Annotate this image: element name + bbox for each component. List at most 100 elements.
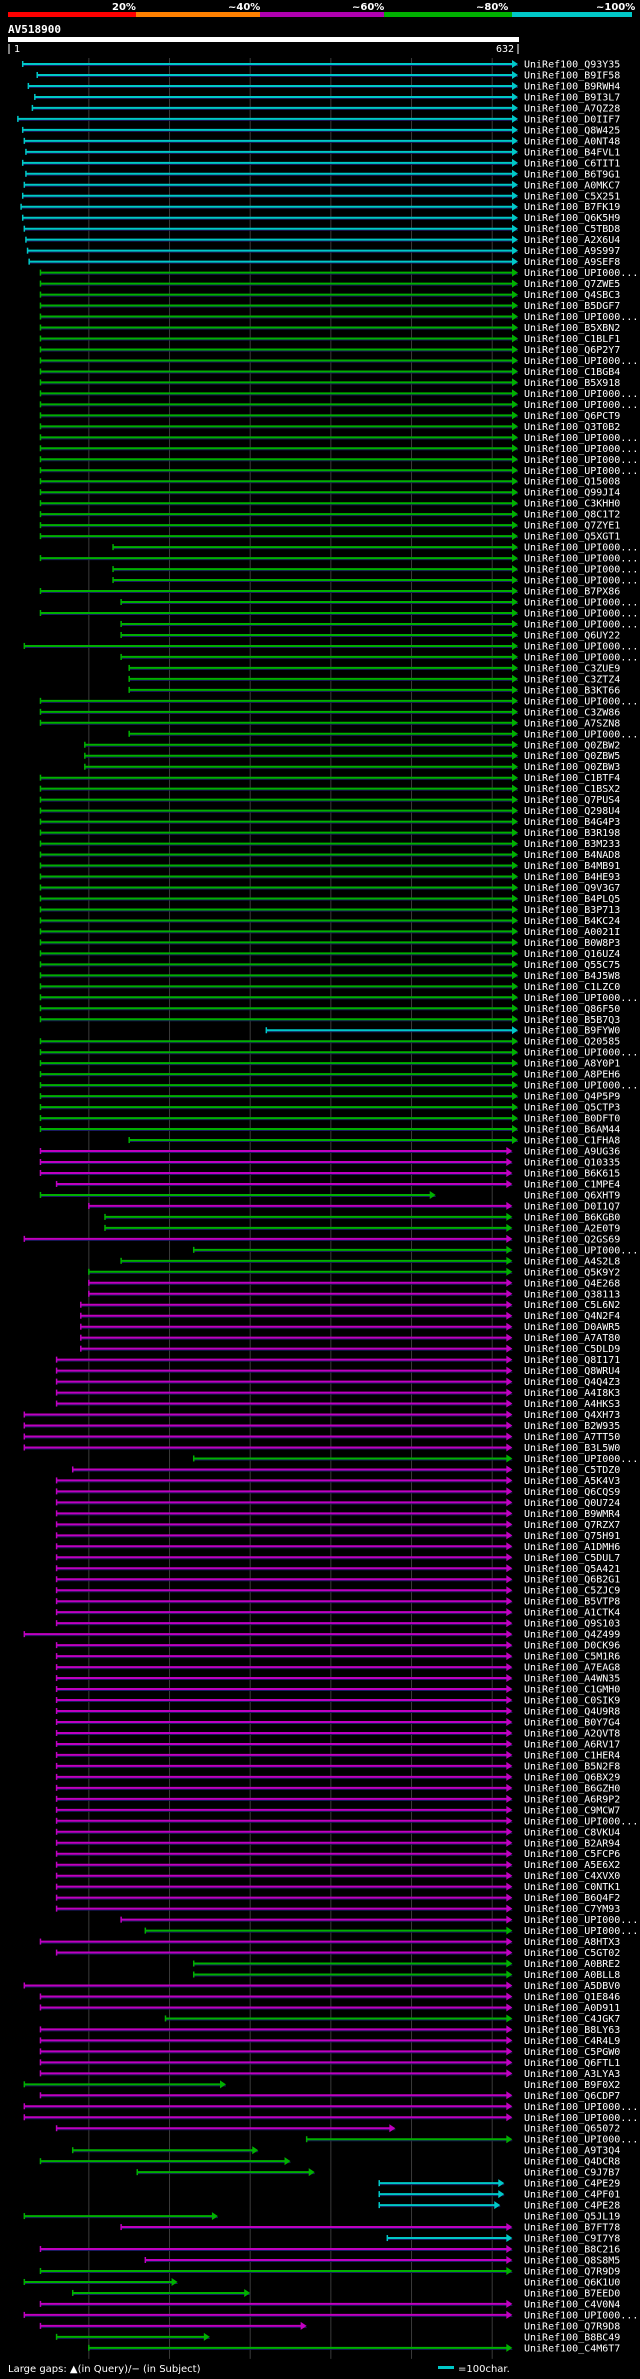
hit-label[interactable]: UniRef100_B9IF58 (524, 70, 620, 81)
hit-label[interactable]: UniRef100_B6KGB0 (524, 1212, 620, 1223)
hit-label[interactable]: UniRef100_C3ZW86 (524, 707, 620, 718)
hit-label[interactable]: UniRef100_A5E6X2 (524, 1860, 620, 1871)
hit-label[interactable]: UniRef100_C1FHA8 (524, 1136, 620, 1147)
hit-label[interactable]: UniRef100_D0IIF7 (524, 114, 620, 125)
hit-label[interactable]: UniRef100_B8BC49 (524, 2332, 620, 2343)
hit-label[interactable]: UniRef100_A0021I (524, 927, 620, 938)
hit-label[interactable]: UniRef100_C5TBD8 (524, 224, 620, 235)
hit-label[interactable]: UniRef100_Q7RZX7 (524, 1520, 620, 1531)
hit-label[interactable]: UniRef100_B6T9G1 (524, 169, 620, 180)
hit-label[interactable]: UniRef100_UPI000... (524, 2135, 638, 2146)
hit-label[interactable]: UniRef100_B3R198 (524, 828, 620, 839)
hit-label[interactable]: UniRef100_UPI000... (524, 2310, 638, 2321)
hit-label[interactable]: UniRef100_Q20585 (524, 1037, 620, 1048)
hit-label[interactable]: UniRef100_C1BGB4 (524, 367, 620, 378)
hit-label[interactable]: UniRef100_Q7R9D9 (524, 2266, 620, 2277)
hit-label[interactable]: UniRef100_UPI000... (524, 312, 638, 323)
hit-label[interactable]: UniRef100_UPI000... (524, 1915, 638, 1926)
hit-label[interactable]: UniRef100_C7YM93 (524, 1904, 620, 1915)
hit-label[interactable]: UniRef100_Q5JL19 (524, 2212, 620, 2223)
hit-label[interactable]: UniRef100_C5M1R6 (524, 1652, 620, 1663)
hit-label[interactable]: UniRef100_C6TIT1 (524, 158, 620, 169)
hit-label[interactable]: UniRef100_Q5A421 (524, 1564, 620, 1575)
hit-label[interactable]: UniRef100_B4J5W8 (524, 971, 620, 982)
hit-label[interactable]: UniRef100_Q0ZBW5 (524, 751, 620, 762)
hit-label[interactable]: UniRef100_Q7R9D8 (524, 2321, 620, 2332)
hit-label[interactable]: UniRef100_Q4N2F4 (524, 1311, 620, 1322)
hit-label[interactable]: UniRef100_A1CTK4 (524, 1608, 620, 1619)
hit-label[interactable]: UniRef100_C5TDZ0 (524, 1465, 620, 1476)
hit-label[interactable]: UniRef100_Q6FTL1 (524, 2058, 620, 2069)
hit-label[interactable]: UniRef100_Q5K9Y2 (524, 1267, 620, 1278)
hit-label[interactable]: UniRef100_UPI000... (524, 598, 638, 609)
hit-label[interactable]: UniRef100_C4JGK7 (524, 2014, 620, 2025)
hit-label[interactable]: UniRef100_C1BLF1 (524, 334, 620, 345)
hit-label[interactable]: UniRef100_A6R9P2 (524, 1794, 620, 1805)
hit-label[interactable]: UniRef100_A7EAG8 (524, 1663, 620, 1674)
hit-label[interactable]: UniRef100_Q4DCR8 (524, 2157, 620, 2168)
hit-label[interactable]: UniRef100_C8VKU4 (524, 1827, 620, 1838)
hit-label[interactable]: UniRef100_UPI000... (524, 356, 638, 367)
hit-label[interactable]: UniRef100_Q6P2Y7 (524, 345, 620, 356)
hit-label[interactable]: UniRef100_UPI000... (524, 2113, 638, 2124)
hit-label[interactable]: UniRef100_Q6CQS9 (524, 1487, 620, 1498)
hit-label[interactable]: UniRef100_Q0U724 (524, 1498, 620, 1509)
hit-label[interactable]: UniRef100_B5B7Q3 (524, 1015, 620, 1026)
hit-label[interactable]: UniRef100_C5L6N2 (524, 1300, 620, 1311)
hit-label[interactable]: UniRef100_B4HE93 (524, 872, 620, 883)
hit-label[interactable]: UniRef100_B0Y7G4 (524, 1717, 620, 1728)
hit-label[interactable]: UniRef100_B2W935 (524, 1421, 620, 1432)
hit-label[interactable]: UniRef100_C9J7B7 (524, 2168, 620, 2179)
hit-label[interactable]: UniRef100_A8HTX3 (524, 1937, 620, 1948)
hit-label[interactable]: UniRef100_Q7PUS4 (524, 795, 620, 806)
hit-label[interactable]: UniRef100_C5FCP6 (524, 1849, 620, 1860)
hit-label[interactable]: UniRef100_B0DFT0 (524, 1114, 620, 1125)
hit-label[interactable]: UniRef100_Q2GS69 (524, 1234, 620, 1245)
hit-label[interactable]: UniRef100_C1HER4 (524, 1750, 620, 1761)
hit-label[interactable]: UniRef100_C5DLD9 (524, 1344, 620, 1355)
hit-label[interactable]: UniRef100_UPI000... (524, 1081, 638, 1092)
hit-label[interactable]: UniRef100_D0AWR5 (524, 1322, 620, 1333)
hit-label[interactable]: UniRef100_Q93Y35 (524, 60, 620, 71)
hit-label[interactable]: UniRef100_UPI000... (524, 455, 638, 466)
hit-label[interactable]: UniRef100_UPI000... (524, 2102, 638, 2113)
hit-label[interactable]: UniRef100_Q8WRU4 (524, 1366, 620, 1377)
hit-label[interactable]: UniRef100_B2AR94 (524, 1838, 620, 1849)
hit-label[interactable]: UniRef100_Q0ZBW3 (524, 762, 620, 773)
hit-label[interactable]: UniRef100_UPI000... (524, 433, 638, 444)
hit-label[interactable]: UniRef100_C5PGW0 (524, 2047, 620, 2058)
hit-label[interactable]: UniRef100_C1LZC0 (524, 982, 620, 993)
hit-label[interactable]: UniRef100_B5XBN2 (524, 323, 620, 334)
hit-label[interactable]: UniRef100_C1GMH0 (524, 1685, 620, 1696)
hit-label[interactable]: UniRef100_B0W8P3 (524, 938, 620, 949)
hit-label[interactable]: UniRef100_UPI000... (524, 1048, 638, 1059)
hit-label[interactable]: UniRef100_UPI000... (524, 1816, 638, 1827)
hit-label[interactable]: UniRef100_B9WMR4 (524, 1509, 620, 1520)
hit-label[interactable]: UniRef100_UPI000... (524, 1454, 638, 1465)
hit-label[interactable]: UniRef100_UPI000... (524, 554, 638, 565)
hit-label[interactable]: UniRef100_B4PLQ5 (524, 894, 620, 905)
hit-label[interactable]: UniRef100_C3KHH0 (524, 499, 620, 510)
hit-label[interactable]: UniRef100_B5DGF7 (524, 301, 620, 312)
hit-label[interactable]: UniRef100_C4M6T7 (524, 2343, 620, 2354)
hit-label[interactable]: UniRef100_UPI000... (524, 609, 638, 620)
hit-label[interactable]: UniRef100_D0I1Q7 (524, 1201, 620, 1212)
hit-label[interactable]: UniRef100_UPI000... (524, 389, 638, 400)
hit-label[interactable]: UniRef100_C4R4L9 (524, 2036, 620, 2047)
hit-label[interactable]: UniRef100_A4HKS3 (524, 1399, 620, 1410)
hit-label[interactable]: UniRef100_D0CK96 (524, 1641, 620, 1652)
hit-label[interactable]: UniRef100_Q4SBC3 (524, 290, 620, 301)
hit-label[interactable]: UniRef100_UPI000... (524, 268, 638, 279)
hit-label[interactable]: UniRef100_C5X251 (524, 191, 620, 202)
hit-label[interactable]: UniRef100_B5N2F8 (524, 1761, 620, 1772)
hit-label[interactable]: UniRef100_UPI000... (524, 444, 638, 455)
hit-label[interactable]: UniRef100_UPI000... (524, 993, 638, 1004)
hit-label[interactable]: UniRef100_Q3T0B2 (524, 422, 620, 433)
hit-label[interactable]: UniRef100_B3L5W0 (524, 1443, 620, 1454)
hit-label[interactable]: UniRef100_C9MCW7 (524, 1805, 620, 1816)
hit-label[interactable]: UniRef100_Q7ZWE5 (524, 279, 620, 290)
hit-label[interactable]: UniRef100_UPI000... (524, 576, 638, 587)
hit-label[interactable]: UniRef100_Q4Q4Z3 (524, 1377, 620, 1388)
hit-label[interactable]: UniRef100_UPI000... (524, 641, 638, 652)
hit-label[interactable]: UniRef100_B3M233 (524, 839, 620, 850)
